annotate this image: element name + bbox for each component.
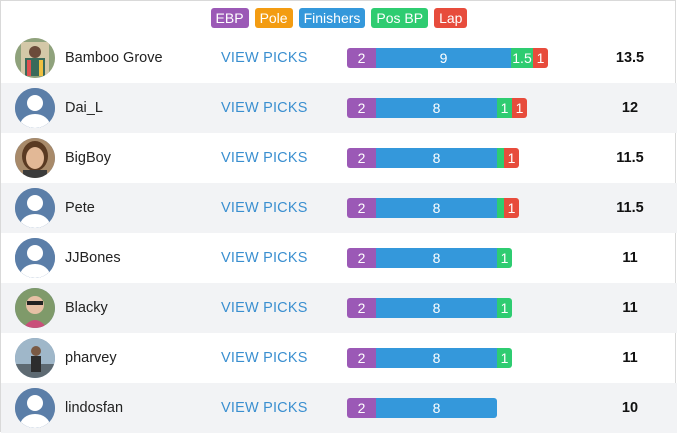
ebp-segment: 2 [347,248,376,268]
user-avatar[interactable] [15,138,55,178]
ebp-segment: 2 [347,398,376,418]
legend-finishers: Finishers [298,8,366,28]
user-avatar[interactable] [15,338,55,378]
ebp-segment: 2 [347,298,376,318]
lap-segment: 1 [504,198,519,218]
finishers-segment: 8 [376,148,497,168]
pos-bp-segment: 1 [497,248,512,268]
total-score: 11 [622,350,638,366]
view-picks-link[interactable]: VIEW PICKS [221,200,308,216]
legend: EBP Pole Finishers Pos BP Lap [1,8,677,28]
legend-ebp: EBP [210,8,249,28]
finishers-segment: 8 [376,298,497,318]
lap-segment: 1 [533,48,548,68]
user-name: Pete [65,200,95,216]
score-breakdown-bar: 2 8 1 1 [347,98,527,118]
view-picks-link[interactable]: VIEW PICKS [221,400,308,416]
lap-segment: 1 [504,148,519,168]
pos-bp-segment [497,198,504,218]
total-score: 13.5 [615,50,645,66]
score-breakdown-bar: 2 8 1 [347,248,512,268]
score-breakdown-bar: 2 8 1 [347,148,519,168]
user-name: pharvey [65,350,117,366]
leaderboard-rows: Bamboo Grove VIEW PICKS 2 9 1.5 1 13.5 D… [1,33,677,433]
lap-segment: 1 [512,98,527,118]
user-name: JJBones [65,250,121,266]
table-row: lindosfan VIEW PICKS 2 8 10 [1,383,677,433]
total-score: 11.5 [616,150,644,166]
total-score: 11.5 [616,200,644,216]
ebp-segment: 2 [347,198,376,218]
legend-pos-bp: Pos BP [371,8,429,28]
legend-lap: Lap [434,8,468,28]
table-row: Dai_L VIEW PICKS 2 8 1 1 12 [1,83,677,133]
default-user-avatar-icon[interactable] [15,88,55,128]
view-picks-link[interactable]: VIEW PICKS [221,100,308,116]
table-row: JJBones VIEW PICKS 2 8 1 11 [1,233,677,283]
user-name: BigBoy [65,150,111,166]
finishers-segment: 8 [376,198,497,218]
score-breakdown-bar: 2 8 1 [347,348,512,368]
table-row: Pete VIEW PICKS 2 8 1 11.5 [1,183,677,233]
score-breakdown-bar: 2 9 1.5 1 [347,48,548,68]
pos-bp-segment: 1.5 [511,48,533,68]
finishers-segment: 8 [376,348,497,368]
default-user-avatar-icon[interactable] [15,238,55,278]
total-score: 10 [621,400,639,416]
legend-pole: Pole [254,8,293,28]
table-row: pharvey VIEW PICKS 2 8 1 11 [1,333,677,383]
finishers-segment: 9 [376,48,511,68]
user-name: Bamboo Grove [65,50,163,66]
finishers-segment: 8 [376,98,497,118]
view-picks-link[interactable]: VIEW PICKS [221,300,308,316]
total-score: 11 [622,300,638,316]
view-picks-link[interactable]: VIEW PICKS [221,50,308,66]
user-avatar[interactable] [15,288,55,328]
user-avatar[interactable] [15,38,55,78]
ebp-segment: 2 [347,48,376,68]
user-name: lindosfan [65,400,124,416]
pos-bp-segment [497,148,504,168]
score-breakdown-bar: 2 8 1 [347,298,512,318]
view-picks-link[interactable]: VIEW PICKS [221,350,308,366]
total-score: 12 [621,100,639,116]
ebp-segment: 2 [347,348,376,368]
default-user-avatar-icon[interactable] [15,388,55,428]
user-name: Blacky [65,300,108,316]
pos-bp-segment: 1 [497,348,512,368]
score-breakdown-bar: 2 8 [347,398,497,418]
finishers-segment: 8 [376,248,497,268]
ebp-segment: 2 [347,148,376,168]
default-user-avatar-icon[interactable] [15,188,55,228]
table-row: Bamboo Grove VIEW PICKS 2 9 1.5 1 13.5 [1,33,677,83]
total-score: 11 [622,250,638,266]
score-breakdown-bar: 2 8 1 [347,198,519,218]
view-picks-link[interactable]: VIEW PICKS [221,250,308,266]
table-row: Blacky VIEW PICKS 2 8 1 11 [1,283,677,333]
view-picks-link[interactable]: VIEW PICKS [221,150,308,166]
user-name: Dai_L [65,100,103,116]
ebp-segment: 2 [347,98,376,118]
pos-bp-segment: 1 [497,98,512,118]
table-row: BigBoy VIEW PICKS 2 8 1 11.5 [1,133,677,183]
finishers-segment: 8 [376,398,497,418]
pos-bp-segment: 1 [497,298,512,318]
